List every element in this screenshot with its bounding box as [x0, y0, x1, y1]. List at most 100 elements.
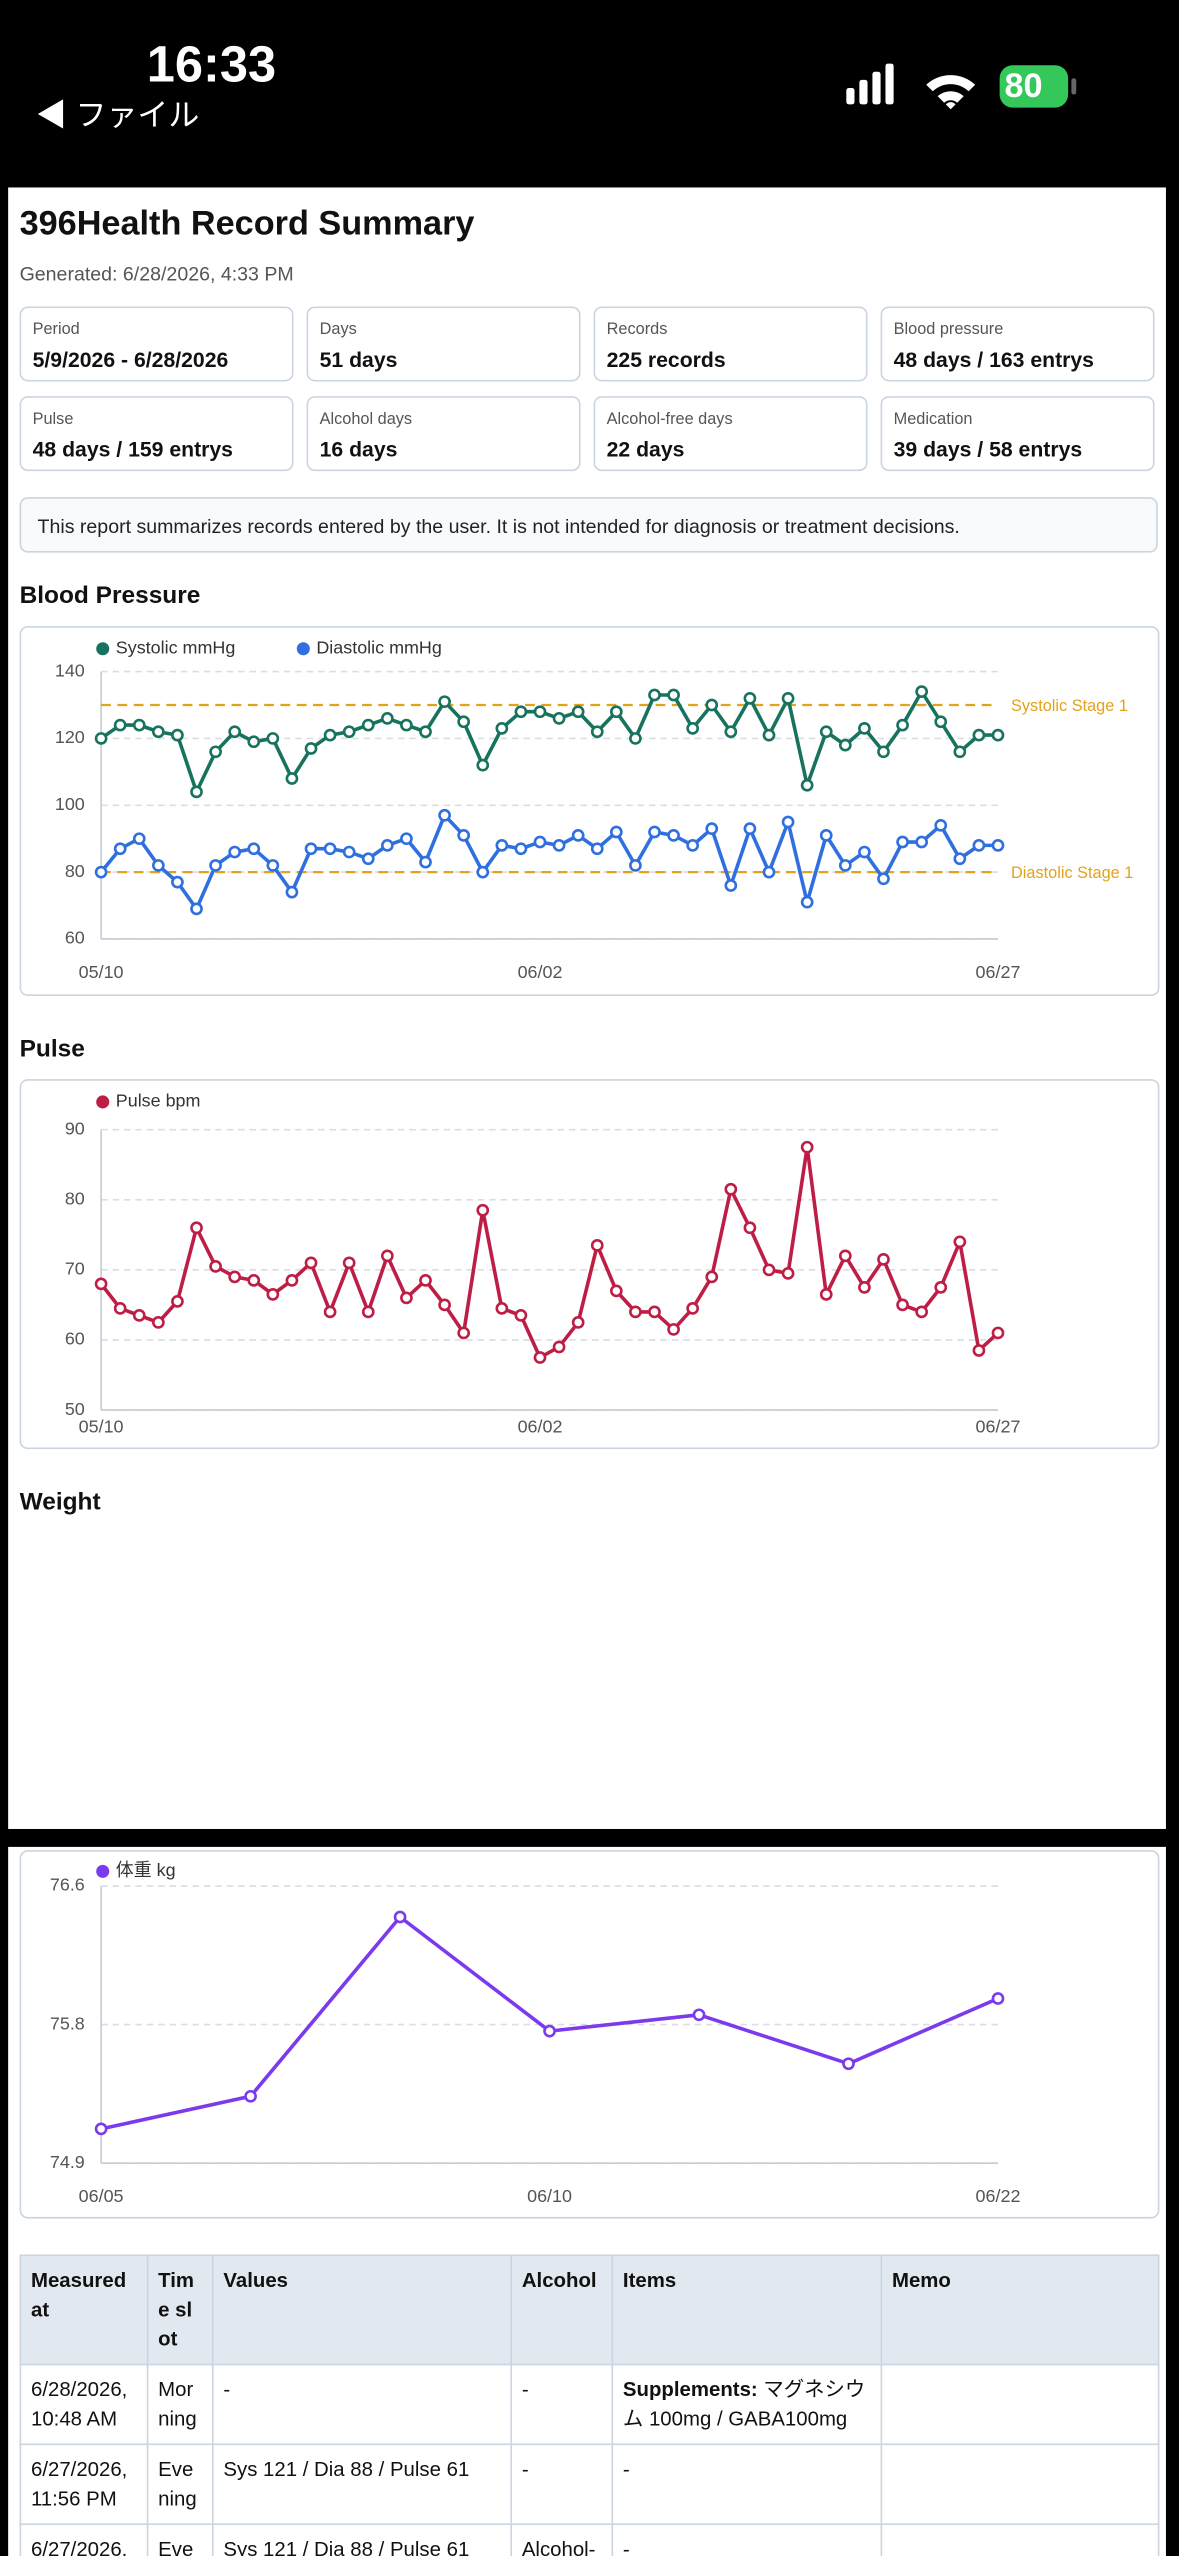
table-cell: [880, 2523, 1160, 2556]
data-point: [609, 1284, 623, 1298]
data-point: [552, 712, 566, 725]
x-tick-label: 05/10: [79, 1417, 124, 1437]
data-point: [285, 885, 299, 899]
data-point: [285, 772, 299, 785]
data-point: [380, 1249, 394, 1263]
table-cell: Evening: [146, 2523, 214, 2556]
card-value: 51 days: [319, 347, 398, 372]
data-point: [934, 818, 948, 832]
card-label: Days: [319, 321, 357, 340]
data-point: [762, 1263, 776, 1277]
data-point: [991, 1326, 1005, 1340]
data-point: [877, 1252, 890, 1266]
legend-swatch: [296, 642, 310, 656]
legend-swatch: [96, 642, 110, 656]
data-point: [877, 872, 890, 886]
data-point: [915, 835, 929, 849]
y-tick-label: 60: [65, 1329, 85, 1349]
data-point: [361, 1305, 375, 1319]
card-value: 48 days / 159 entrys: [32, 436, 233, 462]
data-point: [609, 825, 623, 839]
data-point: [648, 688, 661, 702]
table-cell: 6/28/2026, 10:48 AM: [19, 2363, 149, 2446]
table-row: 6/27/2026, 11:56 PM Evening Sys 121 / Dia …: [19, 2443, 1160, 2526]
data-point: [132, 1309, 146, 1322]
data-point: [94, 2122, 108, 2136]
data-point: [342, 845, 356, 859]
data-point: [781, 691, 795, 705]
card-value: 48 days / 163 entrys: [893, 347, 1094, 372]
y-tick-label: 90: [65, 1118, 85, 1138]
y-tick-label: 50: [65, 1399, 85, 1419]
data-point: [991, 839, 1005, 852]
data-point: [304, 742, 318, 755]
data-point: [842, 2057, 855, 2071]
data-point: [648, 825, 661, 839]
data-point: [285, 1274, 299, 1287]
data-point: [342, 725, 356, 739]
summary-card: Medication 39 days / 58 entrys: [880, 396, 1155, 472]
chart-box: [19, 625, 1160, 996]
data-point: [151, 1316, 165, 1329]
table-cell: -: [611, 2523, 883, 2556]
data-point: [94, 732, 108, 745]
data-point: [629, 732, 642, 745]
x-tick-label: 06/27: [976, 962, 1021, 982]
data-point: [934, 715, 948, 729]
data-point: [819, 1288, 833, 1301]
data-point: [514, 705, 528, 719]
clock: 16:33: [146, 35, 277, 93]
card-label: Pulse: [32, 410, 74, 429]
table-cell: Morning: [146, 2363, 214, 2446]
data-point: [171, 728, 184, 742]
data-point: [438, 1298, 451, 1312]
data-point: [896, 835, 909, 849]
y-tick-label: 60: [65, 928, 85, 948]
summary-card: Period 5/9/2026 - 6/28/2026: [19, 306, 294, 382]
y-tick-label: 70: [65, 1259, 85, 1279]
data-point: [877, 745, 890, 759]
data-point: [476, 758, 490, 772]
data-point: [228, 1270, 242, 1284]
summary-card: Blood pressure 48 days / 163 entrys: [880, 306, 1155, 382]
data-point: [266, 732, 280, 745]
section-title: Pulse: [19, 1035, 85, 1063]
summary-card: Records 225 records: [593, 306, 868, 382]
card-value: 5/9/2026 - 6/28/2026: [32, 347, 229, 372]
section-title: Blood Pressure: [19, 581, 201, 610]
data-point: [342, 1256, 356, 1270]
table-cell: -: [211, 2363, 513, 2446]
card-value: 16 days: [319, 436, 398, 462]
wifi-icon: [926, 75, 976, 110]
x-tick-label: 06/02: [518, 1417, 563, 1437]
table-cell: [880, 2443, 1160, 2526]
x-tick-label: 06/10: [527, 2186, 572, 2206]
table-cell: Supplements: マグネシウム 100mg / GABA100mg: [611, 2363, 883, 2446]
data-point: [393, 1910, 407, 1924]
back-link[interactable]: ◀ ファイル: [35, 99, 200, 134]
data-point: [400, 718, 413, 732]
data-point: [323, 842, 337, 856]
records-table: Measured at Time slot Values Alcohol Items Me…: [19, 2254, 1160, 2556]
data-point: [629, 1305, 642, 1319]
legend-swatch: [96, 1095, 110, 1109]
data-point: [476, 1203, 490, 1217]
column-header: Alcohol: [510, 2254, 614, 2366]
data-point: [743, 822, 757, 836]
table-cell: -: [510, 2363, 614, 2446]
y-tick-label: 75.8: [50, 2013, 85, 2033]
item-text: -: [622, 2458, 630, 2482]
data-point: [495, 722, 509, 735]
data-point: [858, 1281, 871, 1294]
table-cell: Sys 121 / Dia 88 / Pulse 61: [211, 2443, 513, 2526]
data-point: [590, 725, 604, 739]
data-point: [209, 859, 222, 872]
status-icons: 80: [846, 63, 1077, 110]
card-label: Blood pressure: [893, 321, 1004, 340]
card-label: Alcohol-free days: [606, 410, 733, 429]
signal-bar: [885, 63, 894, 105]
data-point: [686, 1302, 700, 1315]
data-point: [800, 895, 814, 909]
